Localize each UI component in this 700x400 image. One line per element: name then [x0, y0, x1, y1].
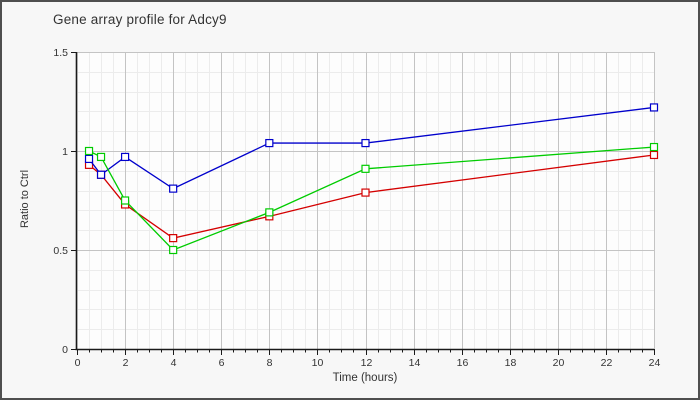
plot-background: [77, 52, 654, 349]
x-tick-label: 8: [267, 357, 273, 369]
x-tick-label: 24: [649, 357, 661, 369]
green-series-marker: [361, 164, 370, 173]
red-series-marker: [649, 150, 659, 160]
x-tick-label: 4: [171, 357, 177, 369]
x-tick-label: 0: [75, 357, 81, 369]
blue-series-marker: [361, 138, 370, 148]
y-tick-label: 1.5: [53, 47, 68, 59]
blue-series-marker: [649, 103, 659, 112]
green-series-marker: [96, 152, 106, 162]
y-axis-label: Ratio to Ctrl: [19, 169, 31, 229]
chart-title: Gene array profile for Adcy9: [53, 12, 227, 27]
blue-series-marker: [84, 154, 94, 164]
y-tick-label: 0: [62, 344, 68, 356]
y-tick-label: 0.5: [53, 245, 68, 257]
blue-series-marker: [120, 152, 130, 162]
x-tick-label: 6: [219, 357, 225, 369]
y-tick-label: 1: [62, 146, 68, 158]
x-tick-label: 14: [409, 357, 421, 369]
x-axis-label: Time (hours): [332, 372, 398, 384]
x-tick-label: 10: [312, 357, 324, 369]
x-tick-label: 20: [553, 357, 565, 369]
x-tick-label: 22: [601, 357, 613, 369]
red-series-marker: [169, 234, 178, 243]
blue-series-marker: [169, 184, 178, 193]
green-series-marker: [649, 142, 659, 152]
green-series-marker: [84, 146, 94, 156]
green-series-marker: [265, 208, 274, 217]
x-tick-label: 18: [505, 357, 517, 369]
green-series-marker: [169, 245, 178, 255]
x-tick-label: 16: [457, 357, 469, 369]
blue-series-marker: [265, 138, 274, 148]
x-tick-label: 2: [123, 357, 129, 369]
green-series-marker: [120, 196, 130, 205]
x-tick-label: 12: [361, 357, 373, 369]
blue-series-marker: [96, 170, 106, 179]
red-series-marker: [361, 188, 370, 197]
